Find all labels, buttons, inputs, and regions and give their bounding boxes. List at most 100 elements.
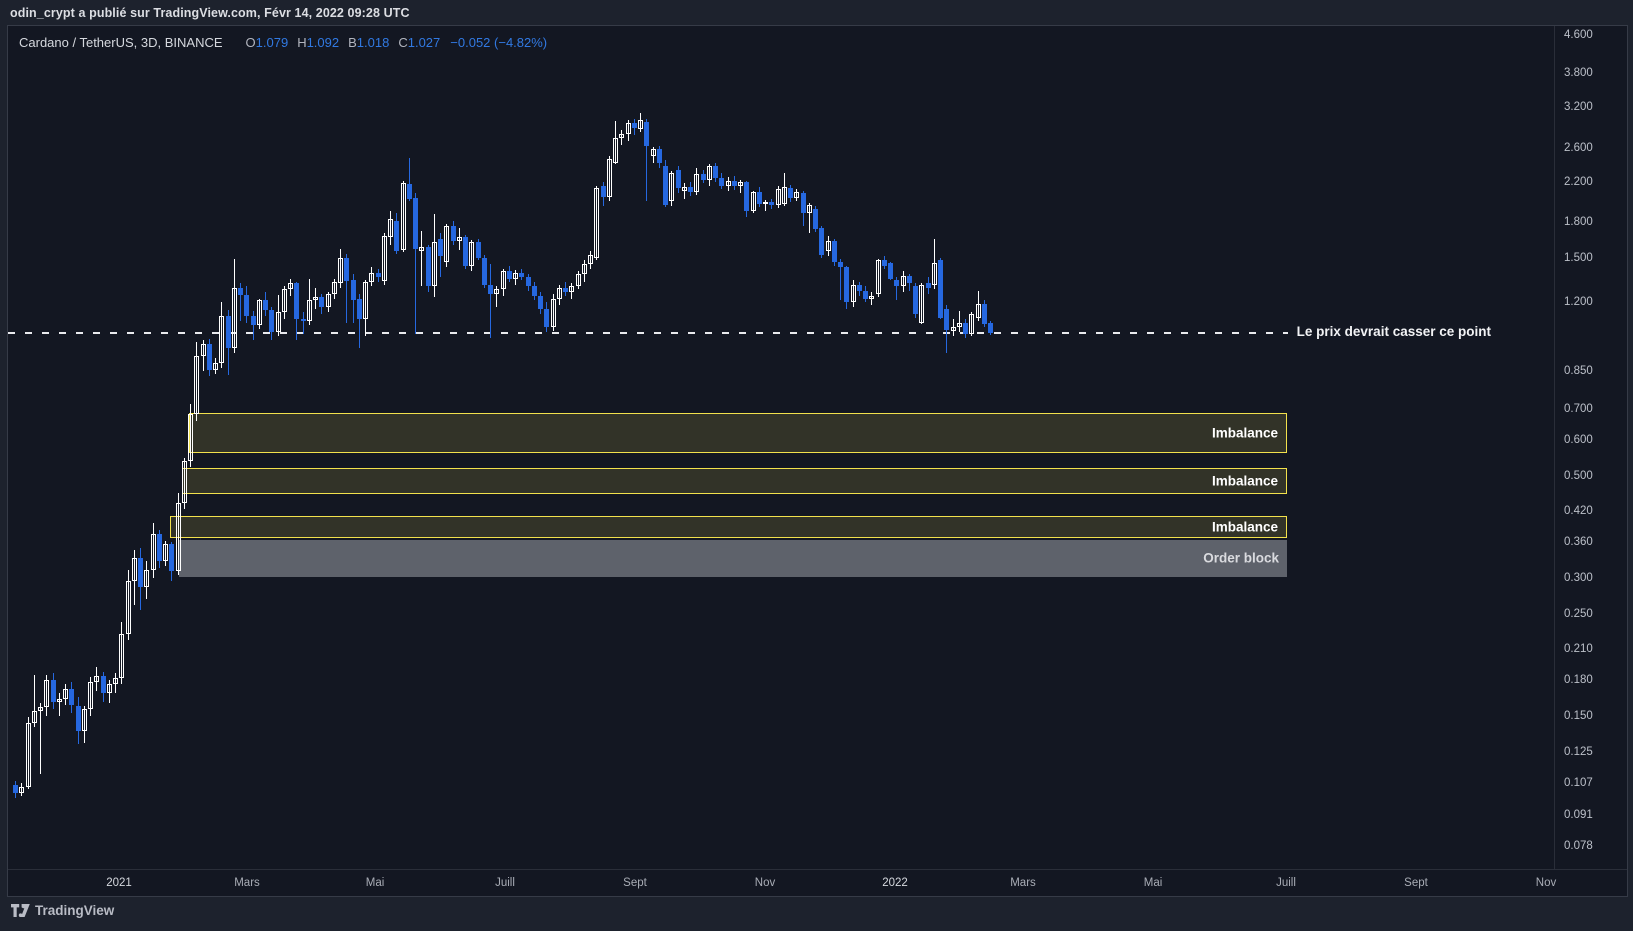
price-axis[interactable]: USDT 1.027 14:31:18 4.6003.8003.2002.600… (1554, 26, 1628, 869)
candle-body (813, 208, 818, 230)
candle-body (463, 237, 468, 266)
candle-body (394, 221, 400, 252)
candle-wick (202, 340, 204, 371)
candle-body (744, 182, 750, 211)
candle-body (594, 188, 600, 258)
candle-wick (552, 293, 554, 331)
candle-wick (921, 283, 923, 324)
candle-body (219, 315, 225, 364)
candle-wick (696, 168, 698, 195)
time-axis[interactable]: 2021 Mars Mai Juill Sept Nov 2022 Mars Mai Juill S… (8, 869, 1627, 897)
candle-wick (977, 290, 979, 322)
candle-body (156, 534, 162, 561)
candle-body (19, 786, 25, 793)
ohlc-letter: H (297, 35, 307, 50)
candle-body (88, 681, 93, 710)
candle-wick (408, 157, 410, 201)
order_block-zone[interactable]: Order block (179, 540, 1287, 577)
candle-wick (896, 277, 898, 301)
candle-body (163, 543, 168, 561)
candle-body (194, 356, 200, 415)
candle-body (356, 298, 362, 320)
chart-legend[interactable]: Cardano / TetherUS, 3D, BINANCE O1.079 H1.… (19, 35, 547, 50)
imbalance-label: Imbalance (1211, 425, 1278, 441)
candle-body (650, 149, 656, 157)
candle-body (781, 187, 787, 204)
candle-body (69, 688, 75, 706)
candle-body (963, 323, 968, 335)
candle-wick (83, 705, 85, 743)
candle-wick (958, 310, 960, 333)
candle-body (600, 186, 606, 197)
candle-body (94, 676, 100, 682)
price-tick-label: 2.200 (1564, 175, 1593, 188)
candle-wick (108, 679, 110, 703)
candle-body (888, 263, 893, 279)
candle-body (275, 312, 281, 333)
imbalance-label: Imbalance (1211, 519, 1278, 535)
imbalance-zone[interactable]: Imbalance (189, 412, 1287, 454)
candle-body (706, 165, 712, 180)
candle-body (225, 315, 231, 349)
candle-body (663, 165, 668, 205)
candle-wick (446, 223, 448, 268)
candle-wick (490, 264, 491, 339)
candle-body (950, 326, 956, 331)
candle-body (875, 260, 881, 294)
candle-body (850, 284, 856, 303)
candle-body (138, 558, 143, 588)
candle-wick (127, 570, 129, 640)
candle-body (769, 201, 775, 205)
candle-body (150, 534, 156, 570)
candle-wick (365, 280, 366, 337)
candle-body (519, 272, 525, 278)
candle-body (919, 284, 925, 323)
candle-wick (796, 188, 798, 201)
candle-body (100, 676, 106, 694)
candle-wick (421, 230, 423, 287)
time-tick-label: 2021 (106, 877, 132, 889)
imbalance-zone[interactable]: Imbalance (182, 468, 1287, 494)
imbalance-zone[interactable]: Imbalance (170, 515, 1287, 539)
candle-wick (608, 156, 610, 201)
candle-body (688, 187, 693, 192)
candle-body (419, 247, 425, 252)
candle-body (794, 191, 800, 198)
candle-body (344, 257, 350, 282)
price-tick-label: 0.250 (1564, 608, 1593, 621)
price-tick-label: 0.210 (1564, 642, 1593, 655)
candle-body (713, 165, 718, 178)
candle-body (981, 303, 987, 325)
candle-body (206, 343, 212, 370)
candle-wick (333, 278, 335, 299)
candle-body (400, 183, 406, 250)
candle-body (406, 184, 412, 199)
candle-body (631, 123, 637, 129)
candle-wick (277, 295, 279, 337)
ohlc-letter: O (245, 35, 256, 50)
candle-wick (433, 213, 435, 298)
price-alert-line[interactable] (8, 332, 1288, 335)
ohlc-value: 1.079 (255, 35, 289, 50)
candle-body (250, 315, 256, 325)
price-tick-label: 0.180 (1564, 673, 1593, 686)
candle-body (725, 180, 731, 187)
candle-body (300, 319, 306, 322)
candle-body (731, 180, 737, 187)
tradingview-brand[interactable]: TradingView (11, 903, 114, 918)
price-tick-label: 0.107 (1564, 777, 1593, 790)
candle-wick (146, 561, 148, 599)
chart-pane[interactable]: Imbalance Imbalance Imbalance Order block Le… (8, 26, 1554, 869)
candle-body (869, 295, 875, 299)
candle-body (306, 300, 312, 322)
candle-wick (308, 278, 310, 325)
candle-body (438, 238, 443, 257)
candle-wick (346, 253, 348, 323)
tradingview-logo-icon (11, 904, 30, 917)
candle-wick (871, 292, 873, 306)
candle-wick (671, 171, 673, 206)
price-tick-label: 3.200 (1564, 101, 1593, 114)
candle-wick (652, 146, 654, 163)
candle-wick (827, 236, 829, 257)
candle-wick (583, 260, 585, 282)
